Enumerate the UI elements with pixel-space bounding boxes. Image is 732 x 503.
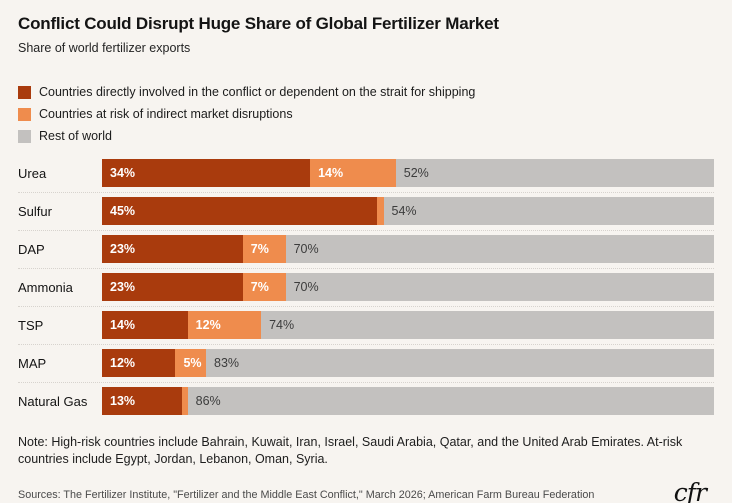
legend-item-rest: Rest of world: [18, 129, 714, 143]
bar-segment-indirect: 5%: [175, 349, 207, 377]
cfr-logo: cfr: [673, 477, 707, 503]
bar-segment-value: 74%: [269, 317, 295, 332]
row-label: Ammonia: [18, 279, 73, 295]
bar-segment-indirect: 7%: [242, 273, 286, 301]
legend-label-direct: Countries directly involved in the confl…: [39, 84, 476, 99]
bar-segment-value: 34%: [110, 165, 136, 180]
bar-track: 34% 14% 52%: [102, 159, 714, 187]
bar-segment-rest: 54%: [383, 197, 714, 225]
bar-segment-rest: 74%: [261, 311, 714, 339]
bar-track: 13% 86%: [102, 387, 714, 415]
stacked-bar-chart: Urea 34% 14% 52% Sulfur 45% 54% DAP 23% 7% 70% Ammo…: [18, 159, 714, 415]
bar-track: 14% 12% 74%: [102, 311, 714, 339]
chart-row-ammonia: Ammonia 23% 7% 70%: [18, 273, 714, 307]
bar-segment-value: 54%: [391, 203, 417, 218]
bar-segment-indirect: 12%: [187, 311, 262, 339]
bar-track: 45% 54%: [102, 197, 714, 225]
chart-row-tsp: TSP 14% 12% 74%: [18, 311, 714, 345]
bar-segment-value: 45%: [110, 203, 136, 218]
chart-subtitle: Share of world fertilizer exports: [18, 41, 191, 55]
sources-row: Sources: The Fertilizer Institute, "Fert…: [18, 480, 714, 503]
chart-row-dap: DAP 23% 7% 70%: [18, 235, 714, 269]
bar-segment-value: 7%: [250, 241, 269, 256]
bar-segment-indirect: [377, 197, 384, 225]
bar-segment-value: 23%: [110, 241, 136, 256]
row-label: MAP: [18, 355, 47, 371]
row-label: DAP: [18, 241, 45, 257]
chart-row-urea: Urea 34% 14% 52%: [18, 159, 714, 193]
bar-segment-indirect: 14%: [310, 159, 396, 187]
legend-swatch-indirect-icon: [18, 107, 31, 121]
bar-segment-value: 86%: [195, 393, 221, 408]
legend-swatch-rest-icon: [18, 129, 31, 143]
row-label: TSP: [18, 317, 44, 333]
bar-segment-value: 83%: [214, 355, 240, 370]
bar-segment-direct: 23%: [102, 273, 243, 301]
bar-segment-rest: 83%: [206, 349, 714, 377]
sources-text: Sources: The Fertilizer Institute, "Fert…: [18, 488, 595, 501]
bar-segment-value: 52%: [403, 165, 429, 180]
chart-row-map: MAP 12% 5% 83%: [18, 349, 714, 383]
bar-segment-value: 7%: [250, 279, 269, 294]
bar-segment-value: 70%: [293, 279, 319, 294]
legend-item-direct: Countries directly involved in the confl…: [18, 85, 714, 99]
bar-segment-value: 12%: [195, 317, 221, 332]
bar-segment-direct: 45%: [102, 197, 378, 225]
chart-title: Conflict Could Disrupt Huge Share of Glo…: [18, 14, 499, 33]
footnote: Note: High-risk countries include Bahrai…: [18, 435, 683, 466]
legend-label-indirect: Countries at risk of indirect market dis…: [39, 106, 293, 121]
bar-segment-value: 13%: [110, 393, 136, 408]
legend-label-rest: Rest of world: [39, 128, 112, 143]
bar-segment-direct: 12%: [102, 349, 176, 377]
bar-segment-value: 5%: [183, 355, 202, 370]
bar-segment-rest: 52%: [395, 159, 714, 187]
row-label: Natural Gas: [18, 393, 88, 409]
chart-row-sulfur: Sulfur 45% 54%: [18, 197, 714, 231]
bar-segment-value: 12%: [110, 355, 136, 370]
bar-track: 23% 7% 70%: [102, 273, 714, 301]
row-label: Sulfur: [18, 203, 52, 219]
bar-segment-value: 14%: [318, 165, 344, 180]
bar-segment-indirect: 7%: [242, 235, 286, 263]
bar-segment-direct: 23%: [102, 235, 243, 263]
legend: Countries directly involved in the confl…: [18, 85, 714, 143]
bar-segment-rest: 70%: [285, 273, 714, 301]
bar-segment-rest: 70%: [285, 235, 714, 263]
bar-segment-indirect: [181, 387, 188, 415]
bar-segment-value: 23%: [110, 279, 136, 294]
bar-segment-value: 70%: [293, 241, 319, 256]
bar-segment-direct: 13%: [102, 387, 182, 415]
bar-segment-rest: 86%: [187, 387, 714, 415]
bar-segment-direct: 14%: [102, 311, 188, 339]
bar-track: 12% 5% 83%: [102, 349, 714, 377]
row-label: Urea: [18, 165, 47, 181]
legend-swatch-direct-icon: [18, 85, 31, 99]
legend-item-indirect: Countries at risk of indirect market dis…: [18, 107, 714, 121]
bar-segment-value: 14%: [110, 317, 136, 332]
chart-row-natural-gas: Natural Gas 13% 86%: [18, 387, 714, 415]
bar-track: 23% 7% 70%: [102, 235, 714, 263]
bar-segment-direct: 34%: [102, 159, 311, 187]
